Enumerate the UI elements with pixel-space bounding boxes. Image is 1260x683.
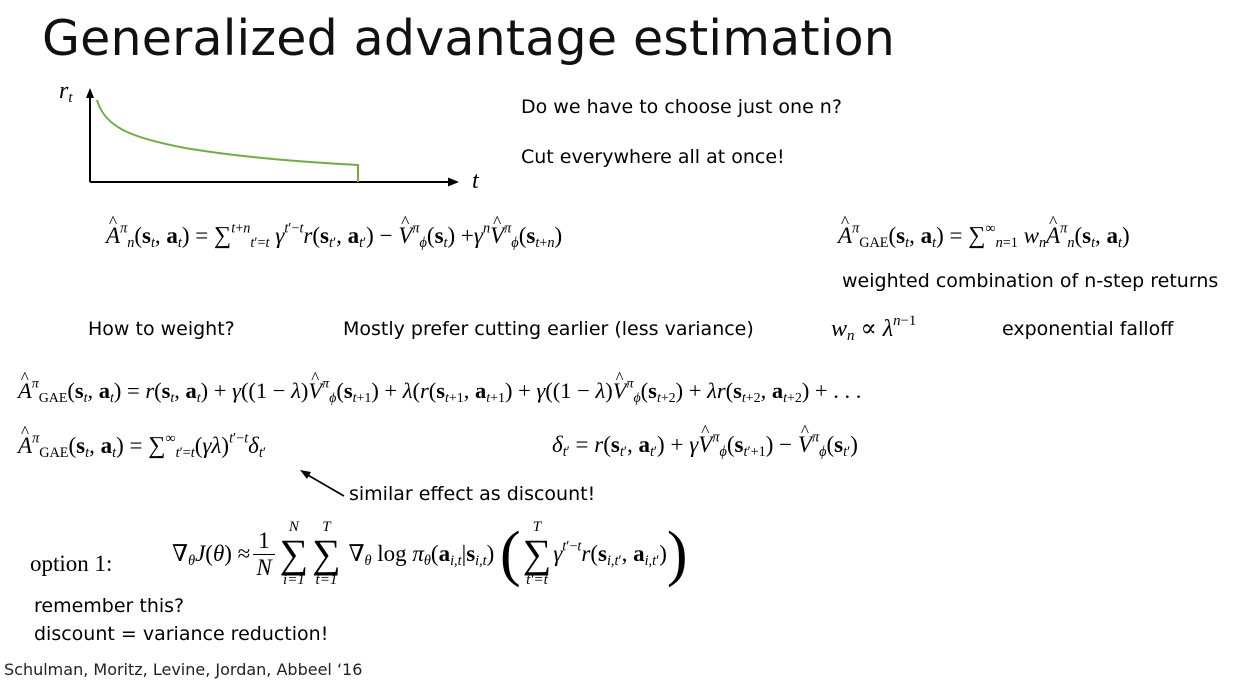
y-axis-arrow bbox=[86, 88, 94, 98]
gae-weighted-equation: AπGAE(st, at) = ∑∞n=1 wnAπn(st, at) bbox=[838, 212, 1130, 250]
weight-proportional-formula: wn ∝ λn−1 bbox=[831, 312, 917, 345]
gae-delta-sum-equation: AπGAE(st, at) = ∑∞t′=t(γλ)t′−tδt′ bbox=[18, 422, 266, 460]
reward-curve bbox=[96, 99, 359, 182]
prefer-cutting-text: Mostly prefer cutting earlier (less vari… bbox=[343, 318, 754, 340]
slide-title: Generalized advantage estimation bbox=[42, 10, 896, 67]
x-axis-label: t bbox=[472, 168, 479, 194]
exp-falloff-text: exponential falloff bbox=[1002, 318, 1174, 340]
citation: Schulman, Moritz, Levine, Jordan, Abbeel… bbox=[4, 660, 363, 679]
remember-text: remember this? bbox=[34, 595, 185, 617]
discount-note-text: discount = variance reduction! bbox=[34, 623, 329, 645]
gae-expanded-equation: AπGAE(st, at) = r(st, at) + γ((1 − λ)Vπϕ… bbox=[18, 368, 861, 406]
reward-plot bbox=[86, 88, 459, 187]
pointer-arrow bbox=[300, 470, 345, 497]
question-text: Do we have to choose just one n? bbox=[521, 96, 842, 118]
how-to-weight-text: How to weight? bbox=[88, 318, 235, 340]
weighted-caption: weighted combination of n-step returns bbox=[842, 270, 1219, 292]
answer-text: Cut everywhere all at once! bbox=[521, 146, 785, 168]
similar-effect-text: similar effect as discount! bbox=[349, 483, 596, 505]
td-delta-equation: δt′ = r(st′, at′) + γVπϕ(st′+1) − Vπϕ(st… bbox=[552, 421, 858, 459]
y-axis-label: rt bbox=[59, 78, 73, 107]
option1-label: option 1: bbox=[30, 551, 113, 576]
x-axis-arrow bbox=[448, 177, 459, 187]
n-step-advantage-equation: Aπn(st, at) = ∑t+nt′=t γt′−tr(st′, at′) … bbox=[106, 212, 562, 250]
